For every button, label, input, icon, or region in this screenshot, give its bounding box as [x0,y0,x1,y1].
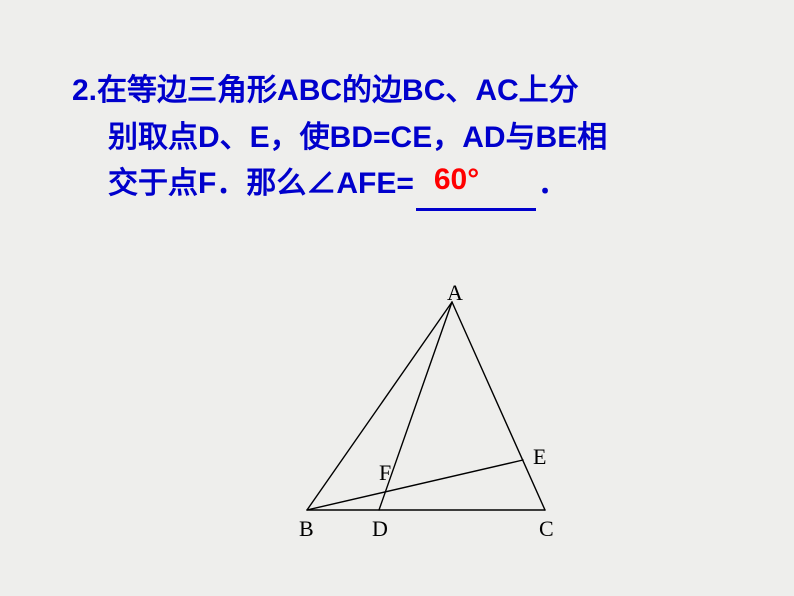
vertex-label-C: C [539,516,554,542]
vertex-label-E: E [533,444,546,470]
line3-pre: 交于点F．那么∠AFE= [108,167,414,200]
triangle-svg [277,288,587,548]
vertex-label-A: A [447,280,463,306]
vertex-label-B: B [299,516,314,542]
problem-line-3: 交于点F．那么∠AFE= 60° ． [72,161,712,211]
problem-number: 2. [72,74,97,107]
problem-line-1: 2.在等边三角形ABC的边BC、AC上分 [72,68,712,115]
line3-post: ． [538,167,568,200]
problem-text: 2.在等边三角形ABC的边BC、AC上分 别取点D、E，使BD=CE，AD与BE… [72,68,712,211]
line2-text: 别取点D、E，使BD=CE，AD与BE相 [108,121,607,154]
vertex-label-F: F [379,460,391,486]
problem-line-2: 别取点D、E，使BD=CE，AD与BE相 [72,115,712,162]
triangle-diagram: A B C D E F [277,288,587,548]
answer-value: 60° [434,163,479,196]
vertex-label-D: D [372,516,388,542]
answer-blank: 60° [416,161,536,211]
line1-text: 在等边三角形ABC的边BC、AC上分 [97,74,579,107]
